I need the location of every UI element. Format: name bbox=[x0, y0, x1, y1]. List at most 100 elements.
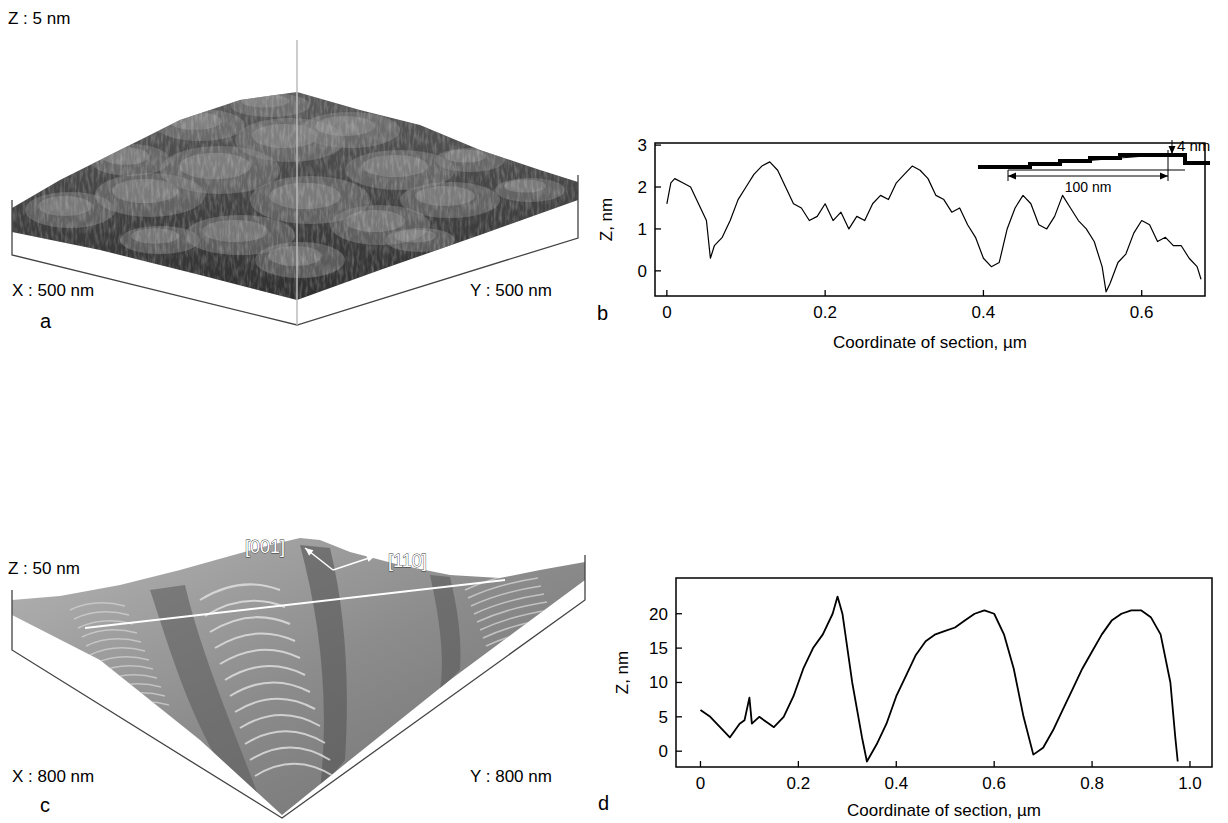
x-axis-title: Coordinate of section, µm bbox=[847, 801, 1041, 820]
box-edge bbox=[12, 175, 578, 325]
data-group bbox=[700, 597, 1177, 762]
inset-dim-end bbox=[1168, 150, 1169, 181]
terrace-step bbox=[240, 715, 320, 728]
x-tick bbox=[824, 290, 825, 296]
x-tick bbox=[896, 761, 897, 767]
x-tick bbox=[994, 761, 995, 767]
x-tick-label: 0.4 bbox=[884, 774, 908, 793]
arrow-head bbox=[305, 548, 313, 556]
data-group bbox=[667, 162, 1201, 292]
terrace-step bbox=[230, 682, 310, 696]
terrace-step bbox=[483, 618, 553, 638]
y-tick-label: 3 bbox=[638, 136, 647, 155]
terrace-step bbox=[74, 612, 129, 619]
inset-slope bbox=[1008, 154, 1170, 167]
profile-line bbox=[700, 597, 1177, 762]
terrace-step bbox=[210, 617, 290, 632]
terrace-step bbox=[82, 630, 137, 637]
z-scale-label: Z : 50 nm bbox=[8, 559, 80, 578]
terrace-step bbox=[106, 684, 161, 691]
x-tick bbox=[798, 761, 799, 767]
x-tick-label: 0.2 bbox=[787, 774, 811, 793]
plot-frame bbox=[655, 143, 1205, 296]
z-scale-label: Z : 5 nm bbox=[8, 9, 70, 28]
inset-height-label: 4 nm bbox=[1177, 137, 1210, 154]
dark-valley bbox=[430, 575, 461, 690]
x-tick bbox=[1189, 761, 1190, 767]
dark-valley bbox=[150, 585, 260, 800]
inset: 4 nm 100 nm bbox=[978, 137, 1210, 195]
x-axis-title: Coordinate of section, µm bbox=[833, 333, 1027, 352]
y-tick-label: 5 bbox=[659, 708, 668, 727]
y-tick bbox=[676, 647, 682, 648]
x-tick-label: 0 bbox=[696, 774, 705, 793]
terrace-step bbox=[480, 610, 550, 630]
noise-overlay bbox=[0, 80, 600, 320]
terrace-step bbox=[225, 666, 305, 680]
x-tick bbox=[983, 290, 984, 296]
figure: 0 0.2 0.4 0.6 0 1 2 3 Coordinate of section, µm Z… bbox=[0, 0, 1228, 823]
surface-texture bbox=[70, 545, 568, 800]
afm-surface bbox=[12, 538, 585, 815]
x-tick-label: 1.0 bbox=[1178, 774, 1202, 793]
direction-label: [001] bbox=[245, 537, 285, 557]
profile-line bbox=[667, 162, 1201, 292]
arrow-head bbox=[1169, 146, 1176, 154]
inset-dim bbox=[1008, 176, 1168, 177]
x-scale-label: X : 800 nm bbox=[12, 767, 94, 786]
x-tick bbox=[666, 290, 667, 296]
dark-valley bbox=[300, 545, 347, 790]
terrace-step bbox=[102, 675, 157, 682]
x-tick bbox=[700, 761, 701, 767]
terrace-step bbox=[495, 650, 565, 670]
terrace-step bbox=[90, 648, 145, 655]
terrace-step bbox=[498, 658, 568, 678]
y-tick-label: 1 bbox=[638, 220, 647, 239]
inset-base bbox=[1008, 170, 1185, 171]
terrace-step bbox=[94, 657, 149, 664]
panel-letter: b bbox=[597, 302, 608, 324]
terrace-step bbox=[200, 584, 280, 600]
y-tick-label: 0 bbox=[638, 262, 647, 281]
section-line bbox=[85, 580, 505, 628]
terrace-step bbox=[70, 603, 125, 610]
inset-width-label: 100 nm bbox=[1065, 179, 1112, 195]
x-scale-label: X : 500 nm bbox=[12, 281, 94, 300]
arrow-head bbox=[366, 555, 375, 562]
terrace-step bbox=[245, 731, 325, 744]
terrace-step bbox=[255, 764, 335, 777]
terrace-step bbox=[215, 633, 295, 648]
y-tick-label: 0 bbox=[659, 742, 668, 761]
y-tick-label: 2 bbox=[638, 178, 647, 197]
y-tick bbox=[655, 270, 661, 271]
terrace-step bbox=[114, 702, 169, 709]
y-scale-label: Y : 800 nm bbox=[470, 767, 552, 786]
y-axis-title: Z, nm bbox=[613, 651, 632, 694]
panel-letter: a bbox=[40, 310, 52, 332]
direction-arrow bbox=[305, 548, 333, 570]
x-tick bbox=[1141, 290, 1142, 296]
direction-arrow bbox=[333, 556, 375, 570]
x-tick-label: 0.2 bbox=[813, 303, 837, 322]
terrace-step bbox=[220, 650, 300, 664]
x-tick-label: 0.4 bbox=[972, 303, 996, 322]
y-tick bbox=[676, 682, 682, 683]
y-tick bbox=[676, 751, 682, 752]
y-tick bbox=[655, 144, 661, 145]
y-axis-title: Z, nm bbox=[597, 198, 616, 241]
terrace-step bbox=[250, 748, 330, 761]
y-tick bbox=[676, 716, 682, 717]
box-edge bbox=[12, 555, 585, 818]
inset-steps bbox=[978, 155, 1210, 167]
x-tick-label: 0.6 bbox=[982, 774, 1006, 793]
panel-letter: c bbox=[40, 794, 50, 816]
terrace-step bbox=[235, 699, 315, 712]
panel-letter: d bbox=[598, 792, 609, 814]
panel-0: 00.20.40.60123Coordinate of section, µmZ… bbox=[597, 136, 1210, 352]
terrace-step bbox=[110, 693, 165, 700]
y-tick bbox=[655, 186, 661, 187]
y-tick-label: 10 bbox=[649, 673, 668, 692]
direction-label: [110] bbox=[388, 551, 427, 571]
arrow-head bbox=[1160, 173, 1168, 180]
y-tick-label: 15 bbox=[649, 639, 668, 658]
